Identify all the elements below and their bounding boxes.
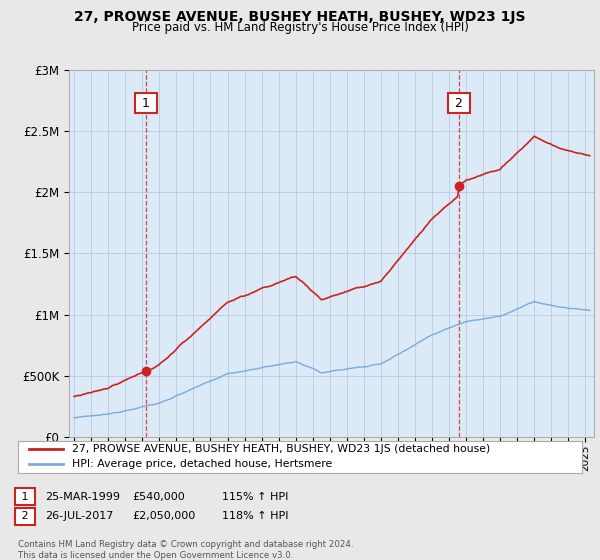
Text: 26-JUL-2017: 26-JUL-2017 xyxy=(45,511,113,521)
Text: 115% ↑ HPI: 115% ↑ HPI xyxy=(222,492,289,502)
Text: 25-MAR-1999: 25-MAR-1999 xyxy=(45,492,120,502)
Text: 2: 2 xyxy=(451,96,467,110)
Text: £540,000: £540,000 xyxy=(132,492,185,502)
Text: £2,050,000: £2,050,000 xyxy=(132,511,195,521)
Text: 27, PROWSE AVENUE, BUSHEY HEATH, BUSHEY, WD23 1JS: 27, PROWSE AVENUE, BUSHEY HEATH, BUSHEY,… xyxy=(74,10,526,24)
Text: 118% ↑ HPI: 118% ↑ HPI xyxy=(222,511,289,521)
Text: 1: 1 xyxy=(138,96,154,110)
Text: 1: 1 xyxy=(18,492,32,502)
Text: 27, PROWSE AVENUE, BUSHEY HEATH, BUSHEY, WD23 1JS (detached house): 27, PROWSE AVENUE, BUSHEY HEATH, BUSHEY,… xyxy=(71,445,490,455)
Text: Contains HM Land Registry data © Crown copyright and database right 2024.
This d: Contains HM Land Registry data © Crown c… xyxy=(18,540,353,560)
Text: Price paid vs. HM Land Registry's House Price Index (HPI): Price paid vs. HM Land Registry's House … xyxy=(131,21,469,34)
Text: 2: 2 xyxy=(18,511,32,521)
Text: HPI: Average price, detached house, Hertsmere: HPI: Average price, detached house, Hert… xyxy=(71,459,332,469)
